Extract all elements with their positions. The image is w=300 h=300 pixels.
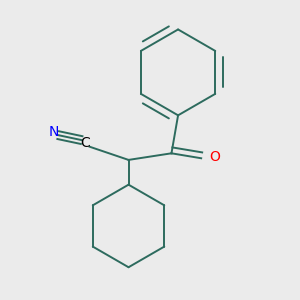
Text: N: N <box>49 125 59 139</box>
Text: O: O <box>209 150 220 164</box>
Text: C: C <box>81 136 91 150</box>
